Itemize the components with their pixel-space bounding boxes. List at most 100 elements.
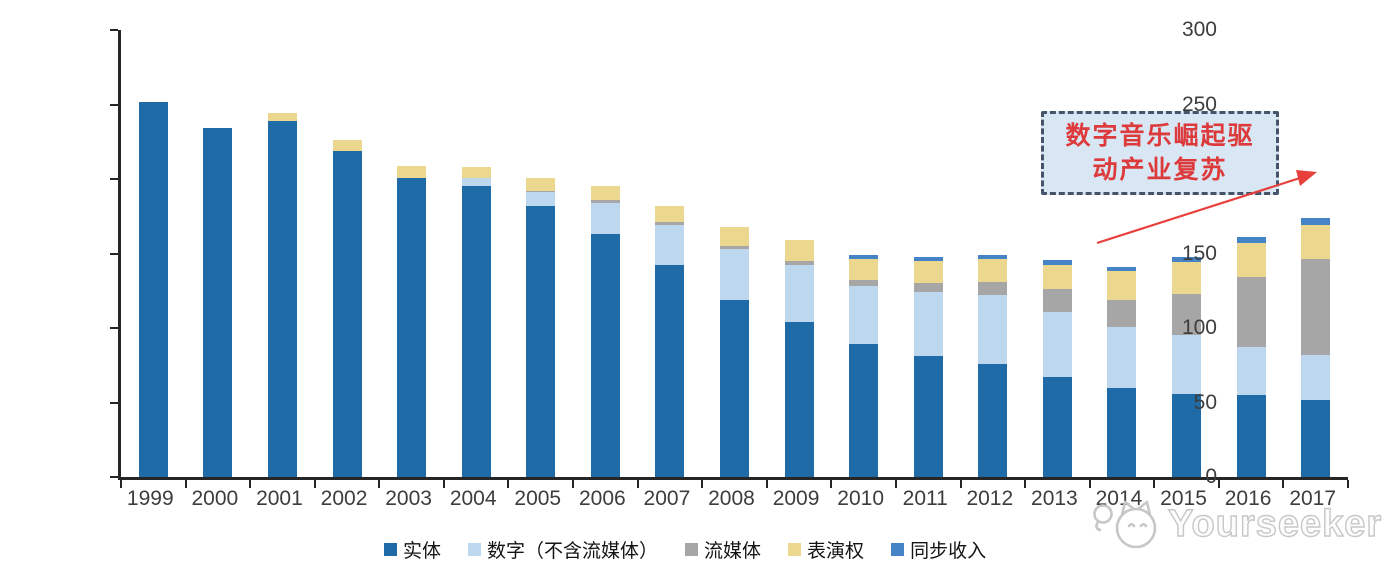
bar-segment bbox=[1301, 225, 1331, 260]
stacked-bar bbox=[526, 177, 556, 477]
x-axis-label: 2009 bbox=[772, 487, 820, 510]
legend-swatch-icon bbox=[788, 543, 802, 556]
bar-group-2005 bbox=[508, 30, 573, 477]
legend-swatch-icon bbox=[685, 543, 699, 556]
bar-segment bbox=[1172, 293, 1202, 336]
x-axis-label: 2001 bbox=[256, 487, 303, 510]
legend-item: 同步收入 bbox=[891, 536, 986, 563]
x-axis-label: 2006 bbox=[578, 487, 626, 510]
bar-group-2012 bbox=[961, 30, 1026, 477]
bar-segment bbox=[1301, 354, 1331, 400]
stacked-bar bbox=[1172, 256, 1202, 477]
bar-group-2009 bbox=[767, 30, 832, 477]
bar-group-2011 bbox=[896, 30, 961, 477]
bar-segment bbox=[978, 281, 1008, 296]
bar-segment bbox=[526, 190, 556, 193]
x-axis-label: 2017 bbox=[1289, 487, 1337, 510]
stacked-bar bbox=[203, 128, 233, 477]
legend-label: 数字（不含流媒体） bbox=[487, 540, 659, 562]
y-axis-tick bbox=[110, 327, 118, 329]
bar-segment bbox=[913, 292, 943, 357]
bar-segment bbox=[849, 286, 879, 345]
bar-group-2013 bbox=[1025, 30, 1090, 477]
bar-segment bbox=[590, 202, 620, 235]
stacked-bar bbox=[267, 113, 297, 477]
bar-segment bbox=[267, 113, 297, 121]
legend-item: 实体 bbox=[384, 536, 441, 563]
stacked-bar bbox=[397, 165, 427, 477]
x-axis-tick bbox=[442, 480, 445, 488]
y-axis-tick bbox=[110, 401, 118, 404]
bar-segment bbox=[913, 356, 943, 477]
x-axis-tick bbox=[701, 480, 704, 488]
bar-segment bbox=[1107, 387, 1137, 477]
y-axis-label: 300 bbox=[1181, 18, 1217, 41]
x-axis-label: 2014 bbox=[1095, 487, 1143, 510]
x-axis-tick bbox=[184, 480, 187, 488]
stacked-bar bbox=[332, 140, 362, 477]
x-axis-tick bbox=[249, 480, 252, 488]
stacked-bar bbox=[1107, 266, 1137, 477]
x-axis-label: 2002 bbox=[320, 487, 368, 510]
x-axis-label: 2010 bbox=[837, 487, 884, 510]
bar-segment bbox=[590, 186, 620, 200]
bar-segment bbox=[1172, 393, 1202, 477]
y-axis-label: 250 bbox=[1181, 92, 1217, 116]
bar-segment bbox=[1042, 265, 1072, 290]
bar-group-2006 bbox=[573, 30, 638, 477]
x-axis-tick bbox=[1347, 480, 1349, 488]
bar-segment bbox=[332, 140, 362, 151]
x-axis-tick bbox=[120, 480, 122, 488]
legend-label: 实体 bbox=[403, 540, 442, 562]
legend: 实体 数字（不含流媒体） 流媒体 表演权 同步收入 bbox=[384, 536, 986, 563]
bar-segment bbox=[784, 260, 814, 266]
x-axis-tick bbox=[572, 480, 575, 488]
bar-group-2007 bbox=[638, 30, 703, 477]
bar-segment bbox=[1301, 399, 1331, 477]
legend-item: 流媒体 bbox=[685, 536, 761, 563]
bar-segment bbox=[267, 120, 297, 477]
bar-segment bbox=[1172, 335, 1202, 394]
bar-group-2010 bbox=[831, 30, 896, 477]
bar-segment bbox=[784, 265, 814, 323]
bar-segment bbox=[1107, 266, 1137, 272]
annotation-callout: 数字音乐崛起驱 动产业复苏 bbox=[1041, 111, 1279, 195]
y-axis-tick bbox=[110, 103, 118, 106]
bar-segment bbox=[655, 205, 685, 223]
y-axis-label: 0 bbox=[1205, 465, 1217, 488]
bar-group-2014 bbox=[1090, 30, 1155, 477]
bar-segment bbox=[138, 101, 168, 477]
bar-segment bbox=[590, 199, 620, 203]
y-axis-label: 150 bbox=[1181, 241, 1217, 265]
legend-label: 表演权 bbox=[807, 540, 865, 562]
x-axis-label: 1999 bbox=[126, 487, 174, 510]
legend-label: 流媒体 bbox=[704, 540, 762, 562]
x-axis-label: 2015 bbox=[1160, 487, 1207, 510]
bar-segment bbox=[978, 255, 1008, 260]
y-axis-tick bbox=[110, 178, 118, 180]
legend-swatch-icon bbox=[384, 543, 397, 556]
bar-segment bbox=[1301, 217, 1331, 226]
bar-segment bbox=[655, 265, 685, 477]
bar-segment bbox=[655, 225, 685, 266]
bar-segment bbox=[1236, 277, 1266, 348]
bar-series-container bbox=[121, 30, 1348, 477]
bar-segment bbox=[913, 256, 943, 261]
bar-segment bbox=[849, 280, 879, 287]
bar-segment bbox=[719, 299, 749, 477]
bar-segment bbox=[978, 259, 1008, 282]
x-axis-tick bbox=[894, 480, 897, 488]
bar-segment bbox=[590, 234, 620, 477]
bar-segment bbox=[849, 255, 879, 260]
bar-segment bbox=[1301, 259, 1331, 355]
x-axis-tick bbox=[1217, 480, 1220, 488]
bar-segment bbox=[461, 186, 491, 477]
bar-segment bbox=[1107, 299, 1137, 327]
stacked-bar bbox=[461, 167, 491, 477]
bar-segment bbox=[913, 260, 943, 284]
x-axis-tick bbox=[830, 480, 833, 488]
x-axis-label: 2012 bbox=[966, 487, 1014, 510]
bar-segment bbox=[1042, 259, 1072, 266]
bar-group-2000 bbox=[186, 30, 251, 477]
bar-segment bbox=[784, 240, 814, 261]
